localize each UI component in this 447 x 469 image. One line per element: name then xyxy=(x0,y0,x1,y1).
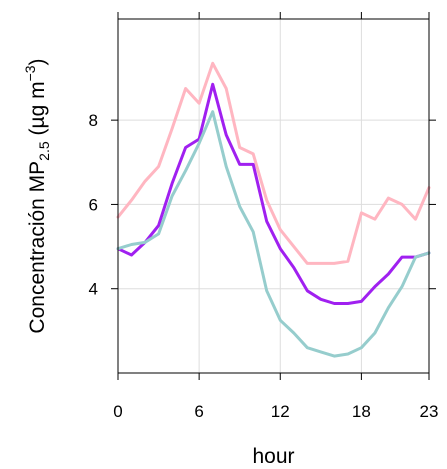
x-tick-label: 6 xyxy=(194,402,203,421)
y-axis-title: Concentración MP2.5 (µg m−3) xyxy=(22,58,52,333)
y-tick-label: 6 xyxy=(89,195,98,214)
x-tick-label: 23 xyxy=(420,402,439,421)
plot-frame xyxy=(117,18,430,374)
y-axis-title-unit-close: ) xyxy=(26,58,49,65)
y-axis-title-superscript: −3 xyxy=(22,65,38,81)
y-tick-label: 4 xyxy=(89,280,98,299)
tick-labels: 0 6 12 18 23 4 6 8 xyxy=(89,111,439,421)
x-axis-title: hour xyxy=(252,445,294,468)
series-line-1 xyxy=(116,61,431,265)
x-tick-label: 18 xyxy=(352,402,371,421)
y-axis-title-subscript: 2.5 xyxy=(36,141,52,161)
axis-ticks xyxy=(111,12,436,380)
y-axis-title-main: Concentración MP xyxy=(26,161,49,334)
series-line-2 xyxy=(116,82,431,305)
x-tick-label: 12 xyxy=(271,402,290,421)
y-axis-title-unit: (µg m xyxy=(26,81,49,141)
series-line-3 xyxy=(116,110,431,358)
y-tick-label: 8 xyxy=(89,111,98,130)
series-lines xyxy=(116,61,431,358)
x-tick-label: 0 xyxy=(113,402,122,421)
